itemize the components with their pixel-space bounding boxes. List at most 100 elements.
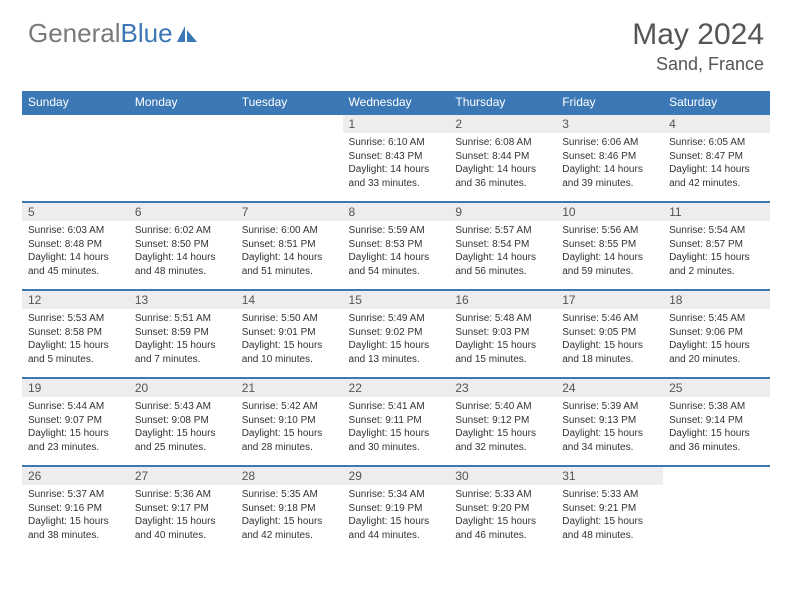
day-number: 8 — [343, 203, 450, 221]
day-number: 28 — [236, 467, 343, 485]
calendar-cell: 16Sunrise: 5:48 AMSunset: 9:03 PMDayligh… — [449, 290, 556, 378]
weekday-header: Friday — [556, 91, 663, 114]
calendar-row: 1Sunrise: 6:10 AMSunset: 8:43 PMDaylight… — [22, 114, 770, 202]
day-details: Sunrise: 5:36 AMSunset: 9:17 PMDaylight:… — [129, 485, 236, 546]
day-details: Sunrise: 5:33 AMSunset: 9:20 PMDaylight:… — [449, 485, 556, 546]
day-details: Sunrise: 5:53 AMSunset: 8:58 PMDaylight:… — [22, 309, 129, 370]
day-number: 24 — [556, 379, 663, 397]
day-details: Sunrise: 5:51 AMSunset: 8:59 PMDaylight:… — [129, 309, 236, 370]
calendar-row: 12Sunrise: 5:53 AMSunset: 8:58 PMDayligh… — [22, 290, 770, 378]
day-number: 16 — [449, 291, 556, 309]
day-details: Sunrise: 6:08 AMSunset: 8:44 PMDaylight:… — [449, 133, 556, 194]
title-block: May 2024 Sand, France — [632, 18, 764, 75]
day-number: 3 — [556, 115, 663, 133]
day-number: 25 — [663, 379, 770, 397]
day-number: 6 — [129, 203, 236, 221]
day-details: Sunrise: 5:50 AMSunset: 9:01 PMDaylight:… — [236, 309, 343, 370]
day-number: 13 — [129, 291, 236, 309]
calendar-cell-empty — [236, 114, 343, 202]
day-number: 27 — [129, 467, 236, 485]
day-details: Sunrise: 5:45 AMSunset: 9:06 PMDaylight:… — [663, 309, 770, 370]
calendar-cell: 3Sunrise: 6:06 AMSunset: 8:46 PMDaylight… — [556, 114, 663, 202]
weekday-header: Saturday — [663, 91, 770, 114]
calendar-cell: 13Sunrise: 5:51 AMSunset: 8:59 PMDayligh… — [129, 290, 236, 378]
day-number: 18 — [663, 291, 770, 309]
logo: GeneralBlue — [28, 18, 199, 49]
calendar-cell: 19Sunrise: 5:44 AMSunset: 9:07 PMDayligh… — [22, 378, 129, 466]
location-label: Sand, France — [632, 54, 764, 75]
day-number: 12 — [22, 291, 129, 309]
calendar-cell: 24Sunrise: 5:39 AMSunset: 9:13 PMDayligh… — [556, 378, 663, 466]
day-details: Sunrise: 5:39 AMSunset: 9:13 PMDaylight:… — [556, 397, 663, 458]
day-details: Sunrise: 6:03 AMSunset: 8:48 PMDaylight:… — [22, 221, 129, 282]
calendar-cell: 9Sunrise: 5:57 AMSunset: 8:54 PMDaylight… — [449, 202, 556, 290]
day-details: Sunrise: 5:33 AMSunset: 9:21 PMDaylight:… — [556, 485, 663, 546]
day-number: 19 — [22, 379, 129, 397]
day-details: Sunrise: 5:46 AMSunset: 9:05 PMDaylight:… — [556, 309, 663, 370]
day-details: Sunrise: 5:59 AMSunset: 8:53 PMDaylight:… — [343, 221, 450, 282]
day-number: 26 — [22, 467, 129, 485]
day-details: Sunrise: 6:05 AMSunset: 8:47 PMDaylight:… — [663, 133, 770, 194]
day-number: 31 — [556, 467, 663, 485]
day-details: Sunrise: 5:44 AMSunset: 9:07 PMDaylight:… — [22, 397, 129, 458]
day-number: 10 — [556, 203, 663, 221]
month-title: May 2024 — [632, 18, 764, 52]
weekday-header: Wednesday — [343, 91, 450, 114]
logo-text-blue: Blue — [121, 18, 173, 49]
day-details: Sunrise: 6:02 AMSunset: 8:50 PMDaylight:… — [129, 221, 236, 282]
day-number: 22 — [343, 379, 450, 397]
calendar-cell: 12Sunrise: 5:53 AMSunset: 8:58 PMDayligh… — [22, 290, 129, 378]
calendar-cell: 2Sunrise: 6:08 AMSunset: 8:44 PMDaylight… — [449, 114, 556, 202]
calendar-table: SundayMondayTuesdayWednesdayThursdayFrid… — [22, 91, 770, 554]
day-number: 23 — [449, 379, 556, 397]
day-number: 2 — [449, 115, 556, 133]
day-details: Sunrise: 5:57 AMSunset: 8:54 PMDaylight:… — [449, 221, 556, 282]
calendar-cell: 17Sunrise: 5:46 AMSunset: 9:05 PMDayligh… — [556, 290, 663, 378]
calendar-cell: 15Sunrise: 5:49 AMSunset: 9:02 PMDayligh… — [343, 290, 450, 378]
day-number: 5 — [22, 203, 129, 221]
calendar-cell: 31Sunrise: 5:33 AMSunset: 9:21 PMDayligh… — [556, 466, 663, 554]
calendar-cell: 30Sunrise: 5:33 AMSunset: 9:20 PMDayligh… — [449, 466, 556, 554]
calendar-cell: 14Sunrise: 5:50 AMSunset: 9:01 PMDayligh… — [236, 290, 343, 378]
day-number: 30 — [449, 467, 556, 485]
calendar-cell: 22Sunrise: 5:41 AMSunset: 9:11 PMDayligh… — [343, 378, 450, 466]
day-number: 9 — [449, 203, 556, 221]
calendar-cell: 21Sunrise: 5:42 AMSunset: 9:10 PMDayligh… — [236, 378, 343, 466]
logo-sail-icon — [175, 24, 199, 44]
day-number: 17 — [556, 291, 663, 309]
calendar-cell: 4Sunrise: 6:05 AMSunset: 8:47 PMDaylight… — [663, 114, 770, 202]
day-details: Sunrise: 5:42 AMSunset: 9:10 PMDaylight:… — [236, 397, 343, 458]
calendar-cell: 8Sunrise: 5:59 AMSunset: 8:53 PMDaylight… — [343, 202, 450, 290]
day-details: Sunrise: 5:43 AMSunset: 9:08 PMDaylight:… — [129, 397, 236, 458]
day-number: 21 — [236, 379, 343, 397]
day-details: Sunrise: 5:40 AMSunset: 9:12 PMDaylight:… — [449, 397, 556, 458]
day-number: 29 — [343, 467, 450, 485]
day-details: Sunrise: 5:35 AMSunset: 9:18 PMDaylight:… — [236, 485, 343, 546]
day-details: Sunrise: 5:37 AMSunset: 9:16 PMDaylight:… — [22, 485, 129, 546]
calendar-cell: 6Sunrise: 6:02 AMSunset: 8:50 PMDaylight… — [129, 202, 236, 290]
calendar-head: SundayMondayTuesdayWednesdayThursdayFrid… — [22, 91, 770, 114]
day-number: 7 — [236, 203, 343, 221]
day-number: 4 — [663, 115, 770, 133]
weekday-header: Monday — [129, 91, 236, 114]
calendar-cell: 29Sunrise: 5:34 AMSunset: 9:19 PMDayligh… — [343, 466, 450, 554]
day-details: Sunrise: 5:49 AMSunset: 9:02 PMDaylight:… — [343, 309, 450, 370]
day-details: Sunrise: 6:10 AMSunset: 8:43 PMDaylight:… — [343, 133, 450, 194]
calendar-cell: 25Sunrise: 5:38 AMSunset: 9:14 PMDayligh… — [663, 378, 770, 466]
day-details: Sunrise: 6:06 AMSunset: 8:46 PMDaylight:… — [556, 133, 663, 194]
day-number: 11 — [663, 203, 770, 221]
calendar-cell: 28Sunrise: 5:35 AMSunset: 9:18 PMDayligh… — [236, 466, 343, 554]
weekday-header: Tuesday — [236, 91, 343, 114]
day-details: Sunrise: 6:00 AMSunset: 8:51 PMDaylight:… — [236, 221, 343, 282]
calendar-cell-empty — [663, 466, 770, 554]
calendar-row: 5Sunrise: 6:03 AMSunset: 8:48 PMDaylight… — [22, 202, 770, 290]
weekday-row: SundayMondayTuesdayWednesdayThursdayFrid… — [22, 91, 770, 114]
calendar-row: 19Sunrise: 5:44 AMSunset: 9:07 PMDayligh… — [22, 378, 770, 466]
calendar-cell: 23Sunrise: 5:40 AMSunset: 9:12 PMDayligh… — [449, 378, 556, 466]
day-number: 1 — [343, 115, 450, 133]
day-details: Sunrise: 5:54 AMSunset: 8:57 PMDaylight:… — [663, 221, 770, 282]
calendar-cell: 11Sunrise: 5:54 AMSunset: 8:57 PMDayligh… — [663, 202, 770, 290]
day-number: 20 — [129, 379, 236, 397]
calendar-cell: 18Sunrise: 5:45 AMSunset: 9:06 PMDayligh… — [663, 290, 770, 378]
calendar-cell-empty — [22, 114, 129, 202]
